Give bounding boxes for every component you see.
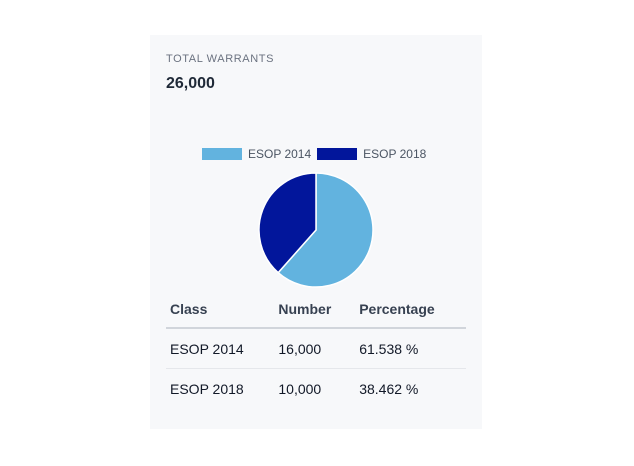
legend-item-esop-2014[interactable]: ESOP 2014 — [202, 147, 311, 161]
cell-percentage: 38.462 % — [359, 381, 419, 397]
table-row: ESOP 2018 10,000 38.462 % — [166, 369, 466, 409]
column-header-class: Class — [166, 289, 275, 329]
column-header-number: Number — [274, 289, 356, 329]
warrants-breakdown-table: Class Number Percentage ESOP 2014 16,000… — [166, 289, 466, 408]
pie-slice-esop-2014[interactable] — [277, 172, 374, 288]
cell-percentage: 61.538 % — [355, 328, 466, 369]
column-header-percentage: Percentage — [355, 289, 466, 329]
legend-swatch-esop-2014 — [202, 148, 242, 160]
table-header-row: Class Number Percentage — [166, 289, 466, 329]
total-warrants-value: 26,000 — [166, 75, 215, 92]
cell-class: ESOP 2018 — [170, 381, 244, 397]
cell-number: 16,000 — [274, 328, 356, 369]
legend-swatch-esop-2018 — [317, 148, 358, 160]
chart-legend: ESOP 2014 ESOP 2018 — [202, 147, 432, 161]
legend-label-esop-2014: ESOP 2014 — [248, 147, 312, 161]
table-row: ESOP 2014 16,000 61.538 % — [166, 328, 466, 369]
cell-class: ESOP 2014 — [166, 328, 275, 369]
pie-slice-esop-2018[interactable] — [258, 172, 317, 274]
legend-item-esop-2018[interactable]: ESOP 2018 — [317, 147, 426, 161]
warrants-card: TOTAL WARRANTS 26,000 ESOP 2014 ESOP 201… — [150, 35, 482, 429]
total-warrants-label: TOTAL WARRANTS — [166, 53, 275, 65]
cell-number: 10,000 — [278, 381, 322, 397]
pie-chart — [258, 172, 374, 288]
legend-label-esop-2018: ESOP 2018 — [363, 147, 427, 161]
